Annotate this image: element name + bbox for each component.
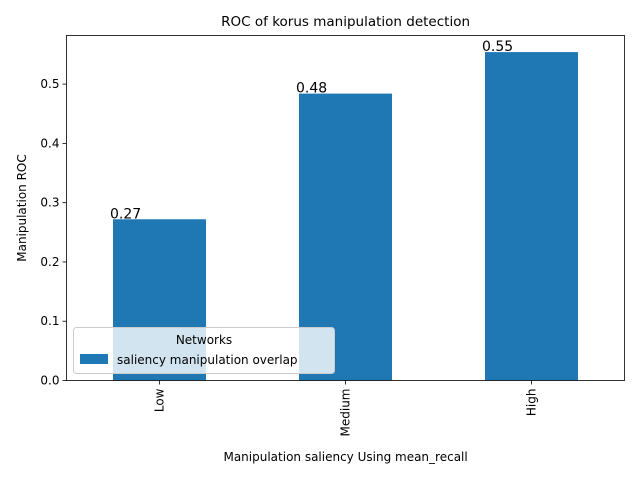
plot-frame	[66, 35, 625, 381]
data-label-low: 0.27	[110, 206, 141, 222]
x-axis-label: Manipulation saliency Using mean_recall	[223, 450, 467, 464]
bar-high	[485, 52, 578, 381]
x-tick-label-medium: Medium	[339, 389, 353, 437]
y-tick-label: 0.4	[40, 136, 59, 150]
y-tick-label: 0.0	[40, 374, 59, 388]
y-tick-label: 0.5	[40, 77, 59, 91]
legend-entry: saliency manipulation overlap	[117, 353, 298, 367]
y-axis-label: Manipulation ROC	[15, 154, 29, 262]
legend-title: Networks	[176, 333, 232, 347]
data-label-high: 0.55	[482, 39, 513, 55]
x-tick-label-high: High	[525, 389, 539, 417]
y-tick-label: 0.1	[40, 314, 59, 328]
y-tick-label: 0.3	[40, 196, 59, 210]
y-tick-label: 0.2	[40, 255, 59, 269]
x-tick-label-low: Low	[153, 388, 167, 412]
legend: Networks saliency manipulation overlap	[73, 327, 335, 374]
legend-swatch	[80, 354, 108, 364]
chart-title: ROC of korus manipulation detection	[221, 14, 470, 30]
data-label-medium: 0.48	[296, 81, 327, 97]
legend-box	[73, 327, 335, 374]
